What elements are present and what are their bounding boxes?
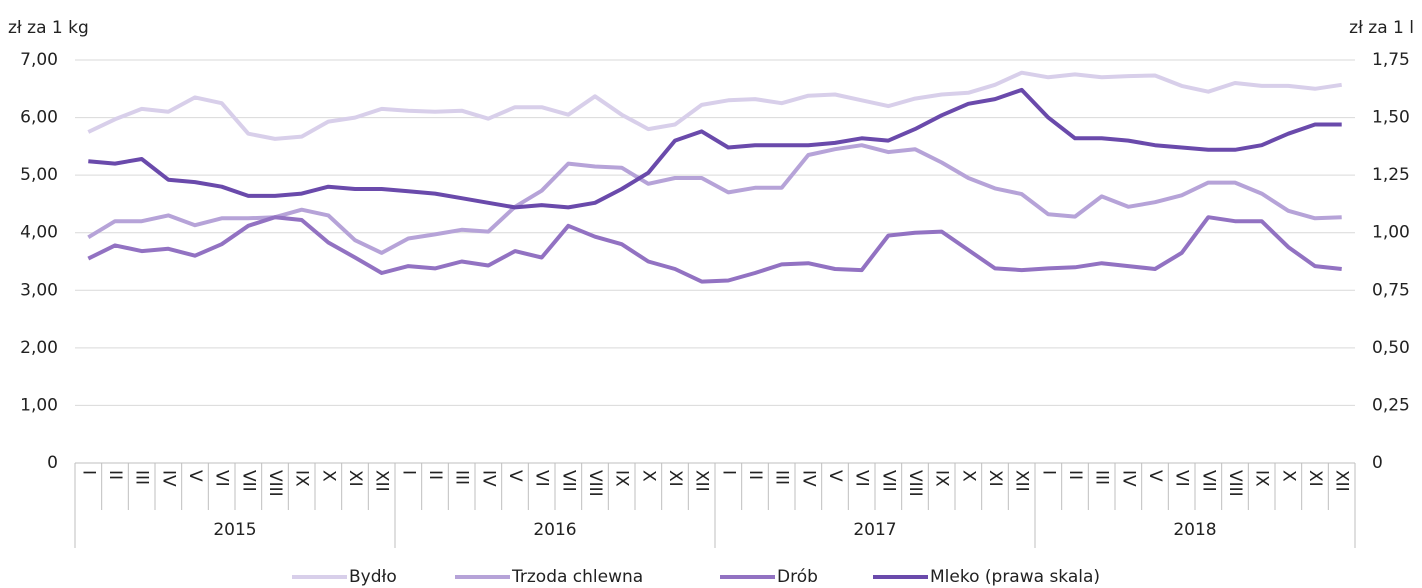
x-tick-label: X <box>318 470 338 482</box>
x-tick-label: VI <box>212 470 232 487</box>
y-axis-label: zł za 1 kg <box>8 18 89 38</box>
legend-label: Mleko (prawa skala) <box>930 567 1100 587</box>
year-label: 2017 <box>853 520 896 540</box>
y2-tick-label: 1,75 <box>1372 50 1410 70</box>
legend-label: Drób <box>777 567 818 587</box>
y-tick-label: 2,00 <box>20 338 58 358</box>
y2-tick-label: 0,50 <box>1372 338 1410 358</box>
y2-tick-label: 0,75 <box>1372 280 1410 300</box>
x-tick-label: III <box>1092 470 1112 485</box>
x-tick-label: VIII <box>585 470 605 497</box>
x-tick-label: V <box>825 470 845 482</box>
series-line <box>87 215 1342 284</box>
y-tick-label: 4,00 <box>20 223 58 243</box>
x-tick-label: III <box>772 470 792 485</box>
legend-label: Bydło <box>349 567 397 587</box>
x-tick-label: VIII <box>265 470 285 497</box>
y-tick-label: 7,00 <box>20 50 58 70</box>
x-tick-label: XII <box>1332 470 1352 492</box>
y-tick-label: 1,00 <box>20 395 58 415</box>
x-tick-label: IV <box>798 470 818 487</box>
x-tick-label: VII <box>558 470 578 492</box>
x-tick-label: V <box>505 470 525 482</box>
x-tick-label: VII <box>1198 470 1218 492</box>
y2-tick-label: 0,25 <box>1372 395 1410 415</box>
y2-tick-label: 1,50 <box>1372 108 1410 128</box>
x-tick-label: XI <box>665 470 685 487</box>
x-tick-label: XII <box>692 470 712 492</box>
x-tick-label: II <box>425 470 445 480</box>
y-tick-label: 0 <box>47 453 58 473</box>
x-tick-label: VI <box>1172 470 1192 487</box>
x-tick-label: VII <box>878 470 898 492</box>
y2-tick-label: 1,00 <box>1372 223 1410 243</box>
year-label: 2016 <box>533 520 576 540</box>
series-line <box>87 143 1342 255</box>
x-tick-label: VI <box>532 470 552 487</box>
x-tick-label: XII <box>1012 470 1032 492</box>
x-tick-label: III <box>452 470 472 485</box>
x-tick-label: IV <box>158 470 178 487</box>
x-tick-label: V <box>1145 470 1165 482</box>
x-tick-label: I <box>398 470 418 475</box>
x-tick-label: XI <box>985 470 1005 487</box>
y2-tick-label: 1,25 <box>1372 165 1410 185</box>
x-tick-label: II <box>745 470 765 480</box>
x-tick-label: X <box>638 470 658 482</box>
y2-tick-label: 0 <box>1372 453 1383 473</box>
y-tick-label: 3,00 <box>20 280 58 300</box>
x-tick-label: IX <box>932 470 952 487</box>
x-tick-label: X <box>958 470 978 482</box>
legend-label: Trzoda chlewna <box>511 567 643 587</box>
y2-axis-label: zł za 1 l <box>1349 18 1414 38</box>
x-tick-label: III <box>132 470 152 485</box>
x-tick-label: IX <box>292 470 312 487</box>
x-tick-label: I <box>718 470 738 475</box>
x-tick-label: VIII <box>905 470 925 497</box>
x-tick-label: II <box>1065 470 1085 480</box>
series-line <box>88 87 1342 210</box>
x-tick-label: IV <box>478 470 498 487</box>
x-tick-label: I <box>1038 470 1058 475</box>
x-tick-label: XI <box>1305 470 1325 487</box>
x-tick-label: IX <box>612 470 632 487</box>
x-tick-label: XII <box>372 470 392 492</box>
x-tick-label: IV <box>1118 470 1138 487</box>
year-label: 2015 <box>213 520 256 540</box>
x-tick-label: XI <box>345 470 365 487</box>
x-tick-label: II <box>105 470 125 480</box>
x-tick-label: VIII <box>1225 470 1245 497</box>
y-tick-label: 5,00 <box>20 165 58 185</box>
x-tick-label: X <box>1278 470 1298 482</box>
year-label: 2018 <box>1173 520 1216 540</box>
y-tick-label: 6,00 <box>20 108 58 128</box>
x-tick-label: IX <box>1252 470 1272 487</box>
series-line <box>87 70 1342 141</box>
x-tick-label: VII <box>238 470 258 492</box>
x-tick-label: I <box>78 470 98 475</box>
x-tick-label: V <box>185 470 205 482</box>
x-tick-label: VI <box>852 470 872 487</box>
